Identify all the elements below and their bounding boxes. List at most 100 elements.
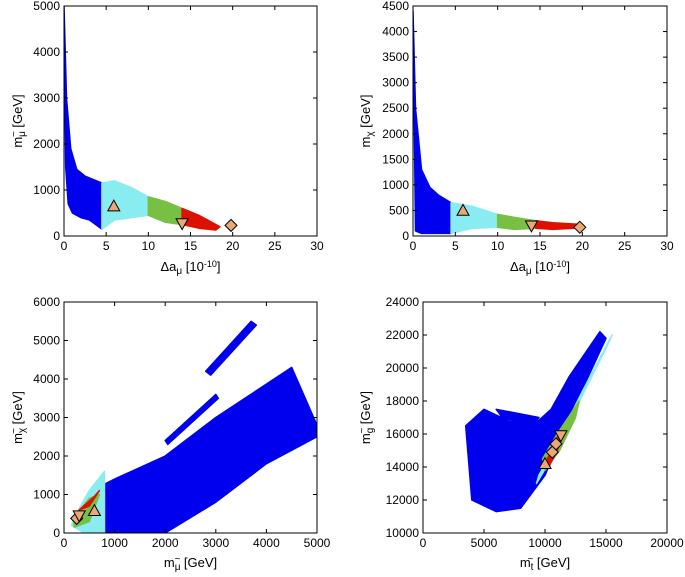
p2-ylabel-unit: [GeV] — [358, 95, 373, 132]
p4-scatter-region-blue-1 — [495, 408, 540, 427]
p2-xlabel-exp: -10 — [553, 259, 566, 269]
p1-marker-triangle-down-1 — [175, 218, 189, 231]
p1-data-layer — [64, 6, 221, 231]
p2-xtick-label-2: 10 — [491, 239, 505, 253]
p3-xlabel-main: m — [164, 555, 175, 570]
p4-ytick-label-3: 16000 — [386, 427, 420, 441]
p3-ylabel-tilde: ~ — [9, 428, 20, 434]
p2-marker-diamond-2 — [573, 220, 587, 235]
p3-ytick-label-5: 5000 — [33, 334, 60, 348]
p1-xtick-label-5: 25 — [268, 239, 282, 253]
p1-ylabel-unit: [GeV] — [10, 94, 25, 131]
p4-ytick-label-4: 18000 — [386, 394, 420, 408]
p3-xtick-label-5: 5000 — [304, 536, 331, 550]
p4-ytick-label-6: 22000 — [386, 328, 420, 342]
p3-ylabel-unit: [GeV] — [10, 391, 25, 428]
p1-xtick-label-1: 5 — [103, 239, 110, 253]
p4-xtick-label-4: 20000 — [650, 536, 684, 550]
p1-ylabel-sub: μ — [17, 131, 28, 137]
p2-ytick-label-1: 500 — [389, 203, 409, 217]
p4-ylabel-tilde: ~ — [357, 428, 368, 434]
p1-ytick-label-2: 2000 — [33, 137, 60, 151]
p4-xlabel-unit: [GeV] — [533, 555, 570, 570]
p4-marker-diamond-2 — [549, 437, 563, 451]
p4-marker-triangle-up-0 — [538, 456, 552, 469]
p3-xlabel-unit: [GeV] — [180, 555, 217, 570]
p1-ylabel-tilde: ~ — [9, 131, 20, 137]
p3-scatter-region-red-6 — [78, 489, 101, 511]
p3-data-layer — [70, 320, 317, 533]
p3-y-axis-label: mχ~ [GeV] — [9, 391, 28, 444]
p3-scatter-region-blue-0 — [98, 366, 317, 533]
p2-ytick-label-0: 0 — [402, 229, 409, 243]
p2-xlabel-main: Δa — [510, 259, 527, 274]
p3-x-axis-label: mμ~ [GeV] — [164, 554, 217, 573]
p2-ylabel-sub: χ — [365, 131, 376, 137]
p3-xtick-label-3: 3000 — [202, 536, 229, 550]
p2-xlabel-close: ] — [566, 259, 570, 274]
p4-ytick-label-7: 24000 — [386, 295, 420, 309]
p3-ytick-label-4: 4000 — [33, 372, 60, 386]
p1-ylabel-main: m — [10, 137, 25, 148]
p1-ytick-label-1: 1000 — [33, 183, 60, 197]
p3-xtick-label-4: 4000 — [253, 536, 280, 550]
p4-ylabel-unit: [GeV] — [358, 391, 373, 428]
p3-ylabel-main: m — [10, 433, 25, 444]
p4-y-axis-label: mg~ [GeV] — [357, 391, 376, 444]
panel-bottom-right: 0 5000 10000 15000 20000 10000 12000 14000 16000… — [357, 295, 684, 573]
p2-ytick-label-4: 2000 — [382, 127, 409, 141]
p3-xtick-label-2: 2000 — [152, 536, 179, 550]
p4-xtick-label-1: 5000 — [471, 536, 498, 550]
p1-ytick-label-3: 3000 — [33, 91, 60, 105]
p3-ytick-label-2: 2000 — [33, 449, 60, 463]
p3-marker-triangle-up-2 — [87, 503, 102, 516]
panel-bottom-left: 0 1000 2000 3000 4000 5000 0 1000 2000 3000 4000 50… — [9, 295, 331, 573]
p4-ylabel-sub: g — [365, 428, 376, 434]
p2-ytick-label-2: 1000 — [382, 178, 409, 192]
p2-data-layer — [413, 10, 579, 235]
p1-y-axis-label: mμ~ [GeV] — [9, 94, 28, 147]
p3-ytick-label-6: 6000 — [33, 295, 60, 309]
p1-xlabel-sub: μ — [176, 266, 182, 277]
p1-xtick-label-4: 20 — [226, 239, 240, 253]
p4-x-axis-label: mt~ [GeV] — [520, 554, 570, 573]
p2-ytick-label-5: 2500 — [382, 101, 409, 115]
p2-ylabel-main: m — [358, 137, 373, 148]
p1-scatter-region-blue-0 — [64, 6, 103, 230]
p3-marker-triangle-down-1 — [72, 510, 87, 523]
p1-xlabel-unit: [10 — [182, 259, 204, 274]
p3-xtick-label-0: 0 — [61, 536, 68, 550]
p1-xlabel-exp: -10 — [204, 259, 217, 269]
p2-xlabel-unit: [10 — [532, 259, 554, 274]
p1-xtick-label-3: 15 — [184, 239, 198, 253]
p1-xlabel-main: Δa — [160, 259, 177, 274]
p3-ylabel-sub: χ — [17, 427, 28, 433]
p1-xtick-label-2: 10 — [142, 239, 156, 253]
p4-ytick-label-1: 12000 — [386, 493, 420, 507]
p4-ytick-label-5: 20000 — [386, 361, 420, 375]
p1-marker-triangle-up-0 — [106, 199, 121, 212]
p1-ytick-label-5: 5000 — [33, 0, 60, 13]
p2-ytick-label-6: 3000 — [382, 76, 409, 90]
p3-ytick-label-3: 3000 — [33, 411, 60, 425]
p1-xlabel-close: ] — [217, 259, 221, 274]
p4-ylabel-main: m — [358, 433, 373, 444]
p3-scatter-region-blue-3 — [149, 439, 192, 480]
p4-xtick-label-2: 10000 — [528, 536, 562, 550]
p1-xtick-label-0: 0 — [61, 239, 68, 253]
p4-data-layer — [464, 330, 613, 513]
p1-marker-diamond-2 — [224, 218, 238, 233]
p3-xlabel-sub: μ — [175, 562, 181, 573]
p4-marker-triangle-down-3 — [554, 430, 568, 443]
p2-marker-triangle-down-1 — [524, 220, 539, 233]
p2-xtick-label-4: 20 — [576, 239, 590, 253]
p2-ytick-label-8: 4000 — [382, 25, 409, 39]
p4-xtick-label-0: 0 — [420, 536, 427, 550]
p2-xtick-label-3: 15 — [533, 239, 547, 253]
p4-xlabel-sub: t — [531, 562, 534, 573]
p4-xtick-label-3: 15000 — [589, 536, 623, 550]
p3-xlabel-tilde: ~ — [174, 554, 180, 565]
p2-xlabel-sub: μ — [526, 266, 532, 277]
